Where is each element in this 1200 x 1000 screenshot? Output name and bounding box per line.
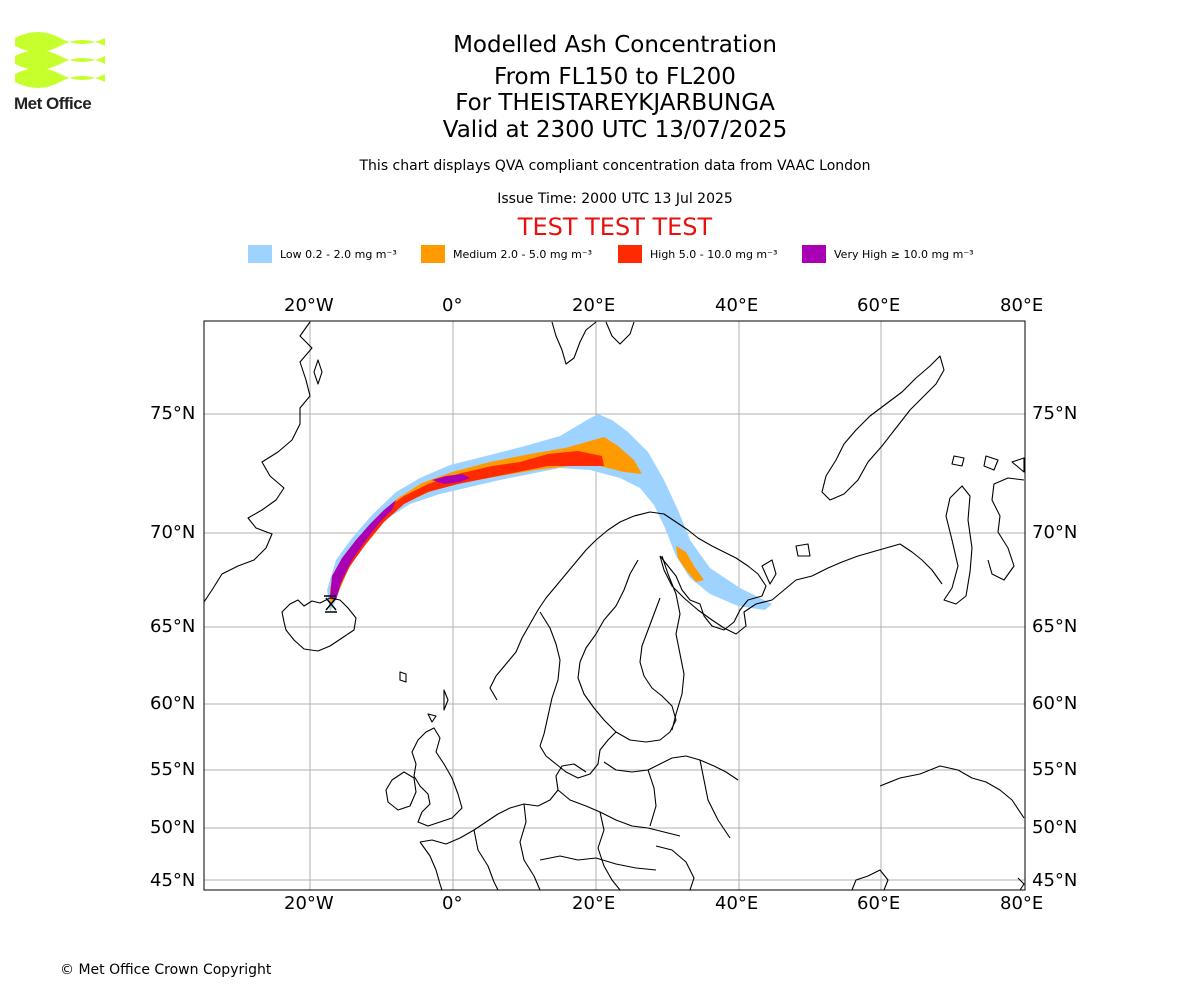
border-europe-3 xyxy=(557,789,681,837)
coast-great-britain xyxy=(411,727,463,827)
coast-russia-south xyxy=(879,765,1025,819)
legend-item-medium: Medium 2.0 - 5.0 mg m⁻³ xyxy=(421,244,592,264)
coast-bothnia xyxy=(577,559,677,743)
border-europe-2 xyxy=(519,803,541,890)
legend-label-high: High 5.0 - 10.0 mg m⁻³ xyxy=(650,247,778,261)
chart-title: Modelled Ash Concentration xyxy=(453,32,777,58)
lon-tick-bottom-0: 0° xyxy=(442,893,463,914)
lon-tick-top-20w: 20°W xyxy=(284,295,334,316)
coast-baltic xyxy=(603,755,739,781)
border-europe-8 xyxy=(655,845,695,890)
lat-tick-right-75n: 75°N xyxy=(1032,403,1078,424)
test-banner: TEST TEST TEST xyxy=(517,213,713,241)
lon-tick-bottom-20w: 20°W xyxy=(284,893,334,914)
legend-swatch-high xyxy=(618,245,642,263)
coast-aral xyxy=(1017,877,1025,890)
plume-very-high xyxy=(330,500,396,600)
lat-tick-left-45n: 45°N xyxy=(150,870,196,891)
lon-tick-bottom-80e: 80°E xyxy=(1000,893,1044,914)
coast-arctic-islands xyxy=(951,455,1025,473)
coast-siberia xyxy=(987,477,1025,581)
volcano-marker xyxy=(324,595,337,613)
coast-yamal xyxy=(943,485,973,605)
lat-tick-left-55n: 55°N xyxy=(150,759,196,780)
border-europe-4 xyxy=(597,811,621,890)
coast-greenland-inlet xyxy=(313,359,323,385)
lat-tick-right-65n: 65°N xyxy=(1032,616,1078,637)
legend-item-very-high: Very High ≥ 10.0 mg m⁻³ xyxy=(802,244,974,264)
flight-level-range: From FL150 to FL200 xyxy=(494,64,736,90)
coast-white-sea xyxy=(659,543,943,635)
border-europe-7 xyxy=(539,855,657,871)
coast-svalbard-east xyxy=(605,321,635,345)
border-norway-sweden xyxy=(539,611,561,747)
lon-tick-bottom-60e: 60°E xyxy=(857,893,901,914)
coast-europe-north xyxy=(419,763,587,845)
lat-tick-left-75n: 75°N xyxy=(150,403,196,424)
volcano-name-line: For THEISTAREYKJARBUNGA xyxy=(455,90,775,116)
coast-shetland xyxy=(427,689,449,723)
lon-tick-bottom-40e: 40°E xyxy=(715,893,759,914)
lon-tick-top-20e: 20°E xyxy=(572,295,616,316)
lon-tick-top-60e: 60°E xyxy=(857,295,901,316)
coast-scandinavia xyxy=(489,511,767,701)
map-frame xyxy=(203,320,1026,891)
coast-iceland xyxy=(281,597,357,652)
coast-france-west xyxy=(419,841,443,890)
coast-svalbard xyxy=(551,321,597,365)
coast-faroe xyxy=(399,671,407,683)
border-europe-6 xyxy=(699,759,731,839)
coast-south-sweden xyxy=(539,731,617,779)
lat-tick-right-70n: 70°N xyxy=(1032,522,1078,543)
issue-time: Issue Time: 2000 UTC 13 Jul 2025 xyxy=(497,191,733,207)
coast-ireland xyxy=(385,771,417,811)
plume-very-high-core xyxy=(432,474,470,484)
met-office-wave-icon xyxy=(15,32,105,88)
ash-plume xyxy=(327,414,772,612)
coast-caspian xyxy=(851,869,889,890)
border-europe-5 xyxy=(647,769,657,827)
lat-tick-left-60n: 60°N xyxy=(150,693,196,714)
legend-item-high: High 5.0 - 10.0 mg m⁻³ xyxy=(618,244,777,264)
legend-swatch-very-high xyxy=(802,245,826,263)
legend-swatch-low xyxy=(248,245,272,263)
coast-novaya-zemlya xyxy=(821,355,945,501)
lon-tick-top-80e: 80°E xyxy=(1000,295,1044,316)
copyright-notice: © Met Office Crown Copyright xyxy=(60,962,272,978)
valid-time: Valid at 2300 UTC 13/07/2025 xyxy=(442,117,788,143)
lat-tick-right-55n: 55°N xyxy=(1032,759,1078,780)
met-office-logo-text: Met Office xyxy=(14,94,92,113)
coast-greenland xyxy=(204,321,313,603)
lon-tick-top-40e: 40°E xyxy=(715,295,759,316)
border-finland-russia xyxy=(661,555,685,731)
legend-item-low: Low 0.2 - 2.0 mg m⁻³ xyxy=(248,244,397,264)
lat-tick-right-45n: 45°N xyxy=(1032,870,1078,891)
chart-subtitle: This chart displays QVA compliant concen… xyxy=(359,158,871,174)
map-gridlines xyxy=(204,321,1025,890)
lat-tick-right-50n: 50°N xyxy=(1032,817,1078,838)
lon-tick-top-0: 0° xyxy=(442,295,463,316)
legend-label-medium: Medium 2.0 - 5.0 mg m⁻³ xyxy=(453,247,593,261)
lon-tick-bottom-20e: 20°E xyxy=(572,893,616,914)
legend-label-low: Low 0.2 - 2.0 mg m⁻³ xyxy=(280,247,397,261)
coast-kanin xyxy=(761,543,811,585)
lat-tick-left-50n: 50°N xyxy=(150,817,196,838)
lat-tick-left-70n: 70°N xyxy=(150,522,196,543)
coastlines xyxy=(204,321,1025,890)
plume-medium-south xyxy=(676,546,704,582)
lat-tick-right-60n: 60°N xyxy=(1032,693,1078,714)
plume-high xyxy=(330,451,604,596)
legend-label-very-high: Very High ≥ 10.0 mg m⁻³ xyxy=(834,247,974,261)
legend-swatch-medium xyxy=(421,245,445,263)
lat-tick-left-65n: 65°N xyxy=(150,616,196,637)
met-office-logo: Met Office xyxy=(14,28,114,114)
border-europe-1 xyxy=(473,829,499,890)
